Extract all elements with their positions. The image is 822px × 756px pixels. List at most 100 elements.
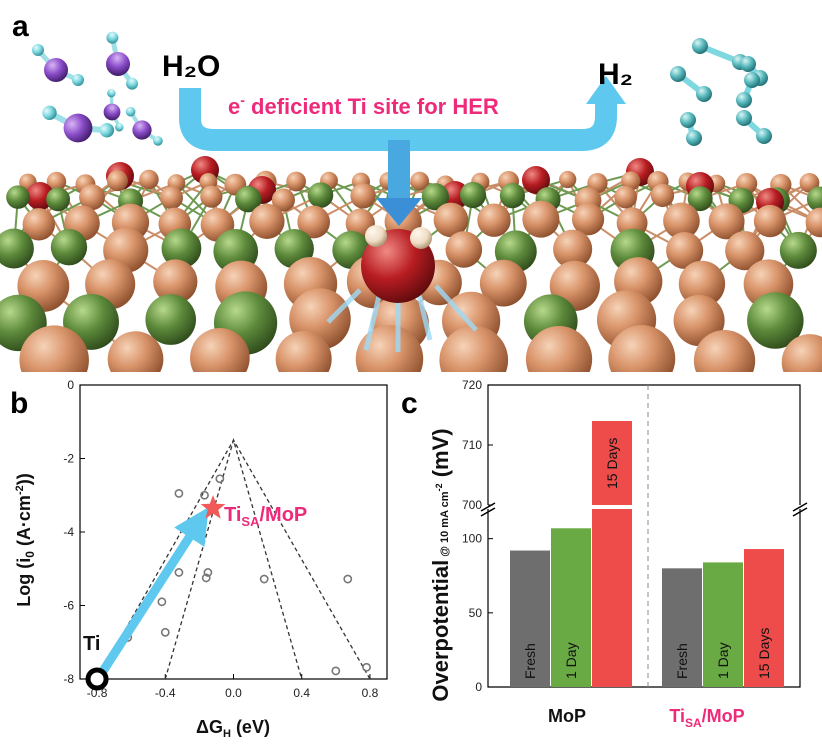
mo-atom: [350, 183, 376, 209]
panel-c-letter: c: [401, 387, 418, 420]
x-tick-label: 0.8: [362, 686, 379, 700]
mo-atom: [410, 171, 430, 191]
mo-atom: [271, 188, 295, 212]
bar-label: Fresh: [522, 643, 538, 679]
ti-point-label: Ti: [83, 633, 100, 655]
y-tick-label: 720: [462, 378, 482, 392]
mo-atom: [445, 231, 483, 268]
scatter-point: [174, 568, 184, 577]
scatter-point: [331, 666, 341, 676]
mo-atom: [725, 231, 765, 271]
mo-atom: [19, 325, 89, 372]
mo-atom: [46, 171, 67, 192]
y-tick-label: -8: [63, 672, 74, 686]
mo-atom: [22, 208, 56, 241]
mo-atom: [249, 203, 285, 239]
bar-label: 1 Day: [715, 642, 731, 679]
mo-atom: [678, 260, 726, 308]
bar-upper-segment: [592, 421, 632, 505]
bar-label: 15 Days: [756, 628, 772, 679]
mo-atom: [571, 203, 605, 236]
y-tick-label: 700: [462, 498, 482, 512]
ti-active-site: [326, 225, 478, 352]
improvement-arrow: [99, 506, 209, 674]
p-atom: [50, 228, 88, 266]
mo-atom: [525, 326, 593, 372]
bar: [662, 568, 702, 687]
mo-atom: [297, 205, 331, 239]
x-tick-label: -0.8: [87, 686, 108, 700]
mo-atom: [621, 171, 641, 191]
bar-label: 15 Days: [604, 438, 620, 489]
scatter-point: [203, 568, 213, 577]
mo-atom: [190, 328, 250, 372]
p-atom: [499, 183, 526, 209]
mo-atom: [79, 184, 105, 211]
y-tick-label: 100: [462, 532, 482, 546]
bar: [551, 528, 591, 687]
mo-atom: [477, 203, 511, 237]
scatter-point: [259, 574, 269, 584]
mo-atom: [753, 204, 787, 238]
group-label-tisa-mop: TiSA/MoP: [669, 706, 744, 730]
mo-atom: [559, 170, 577, 189]
p-atom: [779, 231, 817, 269]
volcano-line: [96, 438, 371, 680]
water-molecule: [106, 31, 139, 90]
p-atom: [459, 181, 487, 209]
x-axis-title-b: ΔGH (eV): [196, 717, 270, 740]
water-molecules: [32, 31, 163, 146]
p-atom: [307, 182, 334, 208]
flow-caption: e- deficient Ti site for HER: [228, 92, 499, 119]
product-label: H₂: [598, 58, 633, 91]
mo-atom: [663, 202, 700, 240]
scatter-point: [343, 574, 353, 584]
highlight-markers: [85, 495, 226, 691]
h2-molecule: [736, 72, 760, 108]
ti-atom: [522, 166, 550, 194]
mo-atom: [139, 169, 159, 190]
y-tick-label: -2: [63, 452, 74, 466]
panel-a-illustration: a H₂O H₂ e- deficient Ti site for HER: [0, 10, 822, 372]
x-tick-label: 0.4: [293, 686, 310, 700]
scatter-point: [200, 490, 209, 500]
h2-molecule: [692, 38, 748, 70]
tisa-mop-star-marker: [200, 495, 226, 519]
y-tick-label: 0: [475, 680, 482, 694]
mo-atom: [433, 202, 469, 238]
panel-b-volcano-plot: b -0.8 -0.4 0.0 0.4 0.8 0 -2 -4 -6 -8 Log (i0 (A·…: [10, 378, 388, 740]
mo-atom: [355, 325, 424, 372]
water-molecule: [42, 105, 115, 143]
scatter-points: [123, 474, 371, 676]
x-tick-label: -0.4: [155, 686, 176, 700]
h2-molecule: [680, 112, 702, 146]
plot-c-axes: 0 50 100 700 710 720: [462, 378, 808, 694]
x-tick-label: 0.0: [225, 686, 242, 700]
mo-atom: [439, 325, 509, 372]
water-molecule: [103, 88, 124, 132]
p-atom: [6, 185, 30, 209]
mo-atom: [275, 330, 332, 372]
mo-atom: [200, 185, 223, 208]
y-axis-title-c: Overpotential@ 10 mA cm-2 (mV): [428, 428, 453, 701]
y-tick-label: -4: [63, 525, 74, 539]
mo-atom: [553, 229, 593, 269]
bar: [510, 550, 550, 687]
mo-atom: [479, 259, 527, 307]
bar: [592, 509, 632, 687]
panel-a-letter: a: [12, 10, 29, 43]
panel-b-letter: b: [10, 387, 28, 420]
mo-atom: [608, 325, 676, 372]
mo-atom: [614, 185, 637, 209]
lattice-atoms: [0, 156, 822, 372]
p-atom: [421, 183, 450, 211]
water-molecule: [125, 106, 163, 146]
scatter-point: [157, 597, 167, 607]
mo-atom: [522, 200, 560, 238]
tisa-mop-label: TiSA/MoP: [224, 504, 307, 529]
mo-atom: [708, 203, 745, 240]
mo-atom: [693, 330, 756, 372]
p-atom: [145, 294, 197, 345]
hydrogen-molecules: [670, 38, 772, 146]
